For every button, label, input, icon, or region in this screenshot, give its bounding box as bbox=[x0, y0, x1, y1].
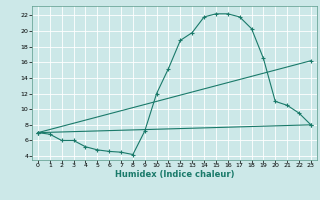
X-axis label: Humidex (Indice chaleur): Humidex (Indice chaleur) bbox=[115, 170, 234, 179]
